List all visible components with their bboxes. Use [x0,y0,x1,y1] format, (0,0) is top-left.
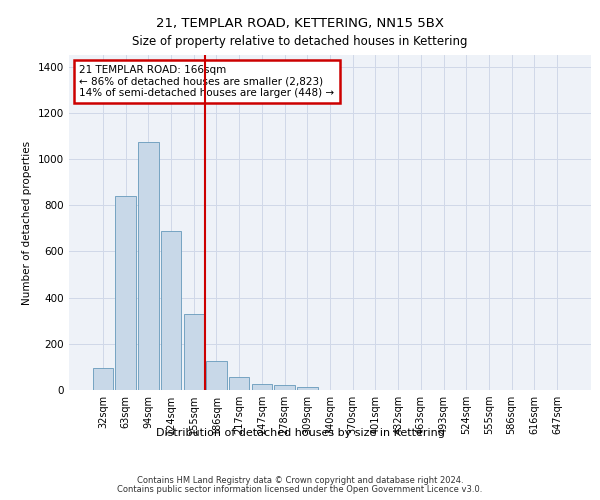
Bar [206,361,227,390]
Y-axis label: Number of detached properties: Number of detached properties [22,140,32,304]
Text: Distribution of detached houses by size in Kettering: Distribution of detached houses by size … [155,428,445,438]
Bar [138,142,158,390]
Text: Contains HM Land Registry data © Crown copyright and database right 2024.: Contains HM Land Registry data © Crown c… [137,476,463,485]
Bar [297,387,317,390]
Text: 21 TEMPLAR ROAD: 166sqm
← 86% of detached houses are smaller (2,823)
14% of semi: 21 TEMPLAR ROAD: 166sqm ← 86% of detache… [79,65,335,98]
Bar [229,378,250,390]
Bar [274,386,295,390]
Bar [93,368,113,390]
Bar [115,196,136,390]
Text: 21, TEMPLAR ROAD, KETTERING, NN15 5BX: 21, TEMPLAR ROAD, KETTERING, NN15 5BX [156,18,444,30]
Bar [251,384,272,390]
Bar [184,314,204,390]
Text: Contains public sector information licensed under the Open Government Licence v3: Contains public sector information licen… [118,485,482,494]
Bar [161,230,181,390]
Text: Size of property relative to detached houses in Kettering: Size of property relative to detached ho… [132,35,468,48]
